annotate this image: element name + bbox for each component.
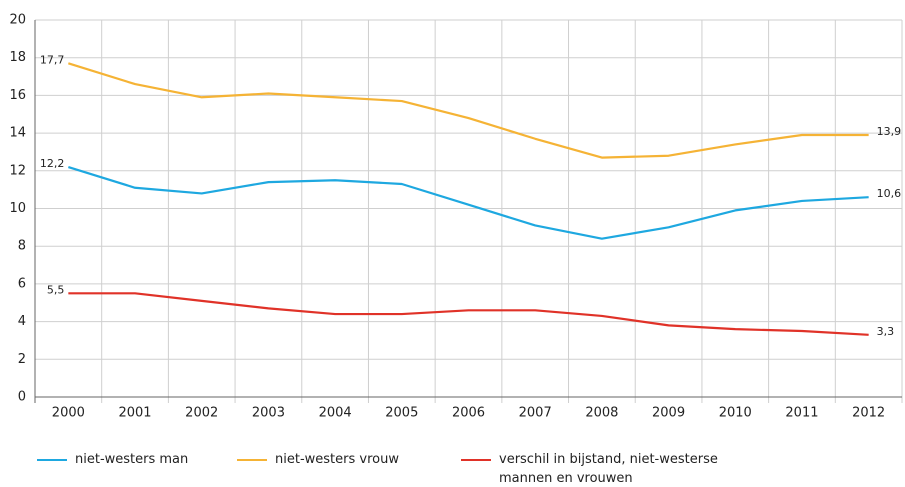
series-line [68, 165, 869, 240]
legend-swatch [37, 459, 67, 461]
x-tick-label: 2010 [719, 406, 752, 421]
x-tick-label: 2004 [319, 406, 352, 421]
y-tick-label: 18 [9, 50, 26, 65]
x-tick-label: 2005 [385, 406, 418, 421]
data-label: 12,2 [40, 157, 65, 170]
legend-swatch [237, 459, 267, 461]
plot: 0 2 4 6 8 10 12 14 16 18 20 2000 2001 2002 2003 2004 200… [9, 13, 903, 421]
x-tick-label: 2001 [118, 406, 151, 421]
legend-item: niet-westers man [37, 450, 227, 469]
x-tick-label: 2006 [452, 406, 485, 421]
series-line [68, 292, 869, 336]
x-tick-label: 2011 [785, 406, 818, 421]
x-tick-label: 2003 [252, 406, 285, 421]
y-tick-label: 12 [9, 163, 26, 178]
data-label: 13,9 [877, 125, 902, 138]
data-label: 5,5 [47, 283, 65, 296]
y-tick-label: 0 [18, 390, 26, 405]
y-tick-label: 2 [18, 352, 26, 367]
legend-item: verschil in bijstand, niet-westerse mann… [461, 450, 761, 487]
legend-swatch [461, 459, 491, 461]
x-tick-label: 2002 [185, 406, 218, 421]
x-tick-label: 2012 [852, 406, 885, 421]
data-label: 17,7 [40, 53, 65, 66]
y-tick-label: 4 [18, 314, 26, 329]
y-tick-label: 6 [18, 276, 26, 291]
y-tick-label: 8 [18, 239, 26, 254]
y-tick-label: 16 [9, 88, 26, 103]
x-tick-label: 2009 [652, 406, 685, 421]
x-tick-label: 2008 [585, 406, 618, 421]
series-line [68, 62, 869, 159]
y-tick-label: 10 [9, 201, 26, 216]
legend-item: niet-westers vrouw [237, 450, 447, 469]
x-tick-label: 2000 [52, 406, 85, 421]
data-label: 3,3 [877, 325, 895, 338]
legend-label: niet-westers man [75, 452, 189, 467]
y-tick-label: 20 [9, 13, 26, 28]
legend-label: verschil in bijstand, niet-westerse mann… [499, 452, 718, 486]
legend-label: niet-westers vrouw [275, 452, 399, 467]
data-label: 10,6 [877, 187, 902, 200]
x-tick-label: 2007 [519, 406, 552, 421]
y-tick-label: 14 [9, 126, 26, 141]
